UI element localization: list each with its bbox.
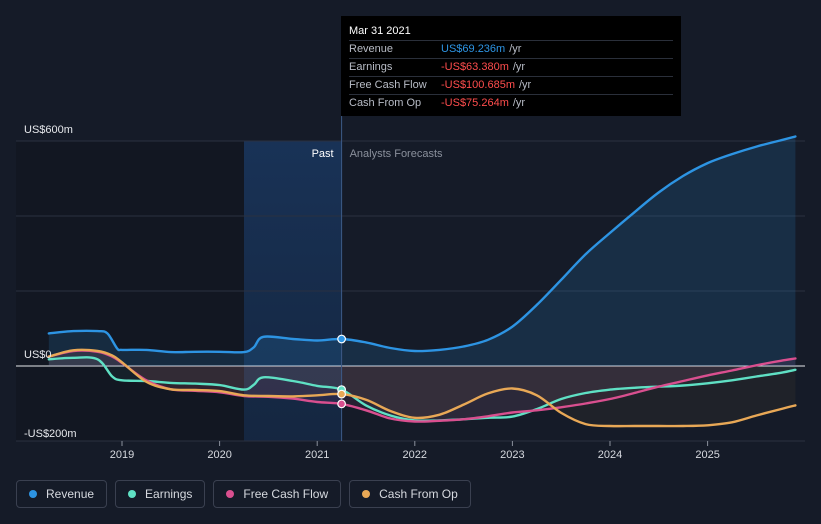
- tooltip-row-revenue: Revenue US$69.236m /yr: [349, 40, 673, 58]
- chart-legend: Revenue Earnings Free Cash Flow Cash Fro…: [16, 480, 471, 508]
- gridlines: [16, 140, 805, 442]
- cash-from-op-line: [47, 348, 797, 428]
- y-axis-labels: US$600m US$0 -US$200m: [24, 124, 77, 440]
- tooltip-unit: /yr: [509, 43, 522, 55]
- x-axis-ticks: 2019 2020 2021 2022 2023 2024 2025: [110, 441, 720, 461]
- x-axis-tick-label: 2020: [207, 449, 231, 461]
- earnings-line: [47, 356, 797, 423]
- x-axis-tick-label: 2025: [695, 449, 719, 461]
- y-axis-label: US$0: [24, 349, 52, 361]
- y-axis-label: -US$200m: [24, 428, 77, 440]
- cash-from-op-marker: [337, 389, 347, 399]
- tooltip-value: -US$100.685m: [441, 79, 515, 91]
- cash-from-op-area: [48, 349, 796, 427]
- legend-label: Cash From Op: [379, 487, 458, 501]
- tooltip-label: Cash From Op: [349, 97, 422, 109]
- data-tooltip: Mar 31 2021 Revenue US$69.236m /yr Earni…: [341, 16, 681, 116]
- tooltip-row-cash-from-op: Cash From Op -US$75.264m /yr: [349, 94, 673, 112]
- tooltip-label: Earnings: [349, 61, 393, 73]
- tooltip-unit: /yr: [512, 61, 526, 73]
- tooltip-row-earnings: Earnings -US$63.380m /yr: [349, 58, 673, 76]
- x-axis-tick-label: 2022: [403, 449, 427, 461]
- tooltip-value: US$69.236m: [441, 43, 506, 55]
- earnings-area: [48, 357, 796, 421]
- tooltip-date: Mar 31 2021: [349, 25, 411, 37]
- legend-item-earnings[interactable]: Earnings: [115, 480, 206, 508]
- free-cash-flow-marker: [337, 399, 347, 409]
- x-axis-tick-label: 2019: [110, 449, 134, 461]
- tooltip-unit: /yr: [519, 79, 532, 91]
- legend-label: Revenue: [46, 487, 95, 501]
- series-areas: [48, 136, 796, 427]
- legend-dot-icon: [226, 490, 235, 498]
- legend-dot-icon: [362, 490, 371, 498]
- tooltip-label: Revenue: [349, 43, 394, 55]
- revenue-area: [48, 136, 796, 366]
- x-axis-tick-label: 2024: [598, 449, 622, 461]
- tooltip-value: -US$63.380m: [441, 61, 509, 73]
- legend-item-free-cash-flow[interactable]: Free Cash Flow: [213, 480, 342, 508]
- tooltip-value: -US$75.264m: [441, 97, 509, 109]
- tooltip-unit: /yr: [512, 97, 526, 109]
- revenue-marker: [337, 334, 347, 344]
- tooltip-label: Free Cash Flow: [349, 79, 427, 91]
- series-lines: [47, 135, 797, 428]
- forecast-label: Analysts Forecasts: [350, 148, 443, 160]
- legend-item-revenue[interactable]: Revenue: [16, 480, 108, 508]
- legend-label: Earnings: [145, 487, 193, 501]
- legend-dot-icon: [128, 490, 137, 498]
- legend-dot-icon: [29, 490, 37, 498]
- revenue-line: [47, 135, 797, 354]
- free-cash-flow-area: [48, 350, 796, 422]
- current-date-markers: [337, 334, 347, 409]
- legend-label: Free Cash Flow: [243, 487, 329, 501]
- x-axis-tick-label: 2023: [500, 449, 524, 461]
- y-axis-label: US$600m: [24, 124, 73, 136]
- legend-item-cash-from-op[interactable]: Cash From Op: [349, 480, 471, 508]
- x-axis-tick-label: 2021: [305, 449, 329, 461]
- past-label: Past: [312, 148, 334, 160]
- tooltip-row-free-cash-flow: Free Cash Flow -US$100.685m /yr: [349, 76, 673, 94]
